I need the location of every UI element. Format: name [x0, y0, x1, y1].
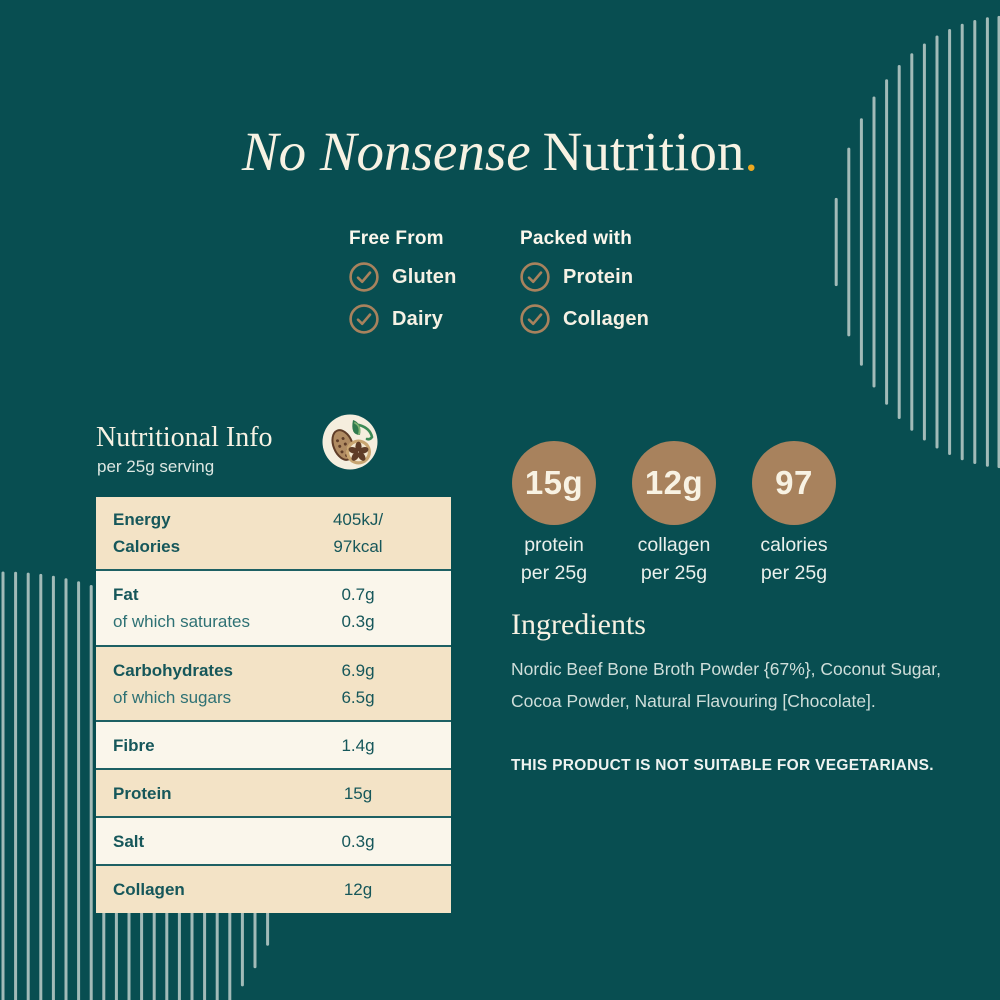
- row-label: Salt: [113, 831, 145, 851]
- decorative-lines-right: [834, 15, 1000, 469]
- stat-value: 97: [775, 464, 813, 501]
- stat-badge: 15g: [512, 441, 596, 525]
- row-value: 0.3g: [341, 831, 375, 851]
- row-value: 12g: [343, 880, 373, 899]
- stat-value: 12g: [644, 464, 704, 501]
- stat-sublabel: per 25g: [760, 562, 828, 584]
- row-value: 15g: [343, 783, 373, 803]
- stat-circle-calories: 97 calories per 25g: [729, 441, 859, 585]
- row-label: Collagen: [113, 880, 185, 899]
- stat-sublabel: per 25g: [520, 562, 588, 584]
- row-value-2: 6.5g: [341, 687, 375, 707]
- row-label: Energy: [113, 510, 171, 529]
- table-row-energy: Energy Calories 405kJ/ 97kcal: [96, 497, 451, 569]
- vegetarian-warning: THIS PRODUCT IS NOT SUITABLE FOR VEGETAR…: [511, 757, 934, 774]
- packed-with-section: Packed with Protein Collagen: [520, 228, 649, 334]
- row-label-2: of which saturates: [113, 612, 251, 631]
- free-from-label: Gluten: [392, 265, 457, 288]
- title-no-nonsense: No Nonsense: [241, 121, 531, 182]
- check-icon: [520, 304, 550, 334]
- free-from-item-dairy: Dairy: [349, 304, 457, 334]
- row-label: Protein: [113, 783, 172, 803]
- free-from-heading: Free From: [349, 228, 444, 249]
- nutritional-info-heading: Nutritional Info: [96, 422, 273, 453]
- stat-circle-collagen: 12g collagen per 25g: [609, 441, 739, 585]
- cacao-icon: [322, 414, 378, 470]
- free-from-item-gluten: Gluten: [349, 262, 457, 292]
- stat-label: protein: [524, 534, 584, 556]
- free-from-label: Dairy: [392, 307, 444, 330]
- row-value-2: 0.3g: [341, 612, 375, 631]
- title-nutrition: Nutrition: [542, 121, 745, 182]
- packed-with-item-collagen: Collagen: [520, 304, 649, 334]
- row-label: Carbohydrates: [113, 660, 233, 680]
- packed-with-label: Collagen: [563, 307, 650, 330]
- table-row-collagen: Collagen 12g: [96, 864, 451, 913]
- page-title: No Nonsense Nutrition.: [0, 120, 1000, 184]
- check-icon: [520, 262, 550, 292]
- stat-badge: 12g: [632, 441, 716, 525]
- check-icon: [349, 304, 379, 334]
- row-value-2: 97kcal: [333, 537, 383, 556]
- row-label-2: Calories: [113, 537, 181, 556]
- table-row-carbohydrates: Carbohydrates of which sugars 6.9g 6.5g: [96, 645, 451, 720]
- table-row-salt: Salt 0.3g: [96, 816, 451, 864]
- serving-size-label: per 25g serving: [97, 457, 215, 476]
- packed-with-item-protein: Protein: [520, 262, 649, 292]
- row-label: Fat: [113, 585, 139, 604]
- stat-label: calories: [760, 534, 828, 556]
- stat-label: collagen: [637, 534, 711, 556]
- packed-with-label: Protein: [563, 265, 634, 288]
- free-from-section: Free From Gluten Dairy: [349, 228, 457, 334]
- row-value: 1.4g: [341, 735, 375, 755]
- table-row-fat: Fat of which saturates 0.7g 0.3g: [96, 569, 451, 645]
- stat-sublabel: per 25g: [640, 562, 708, 584]
- ingredients-heading: Ingredients: [511, 608, 646, 641]
- check-icon: [349, 262, 379, 292]
- stat-circle-protein: 15g protein per 25g: [489, 441, 619, 585]
- row-value: 6.9g: [341, 660, 375, 680]
- title-accent-dot: .: [744, 121, 759, 182]
- nutrition-table: Energy Calories 405kJ/ 97kcal Fat of whi…: [96, 497, 451, 913]
- row-label: Fibre: [113, 735, 155, 755]
- ingredients-text: Nordic Beef Bone Broth Powder {67%}, Coc…: [511, 659, 941, 711]
- row-value: 405kJ/: [332, 510, 384, 529]
- row-label-2: of which sugars: [113, 687, 232, 707]
- table-row-fibre: Fibre 1.4g: [96, 720, 451, 768]
- stat-value: 15g: [524, 464, 584, 501]
- stat-badge: 97: [752, 441, 836, 525]
- row-value: 0.7g: [341, 585, 375, 604]
- packed-with-heading: Packed with: [520, 228, 633, 249]
- table-row-protein: Protein 15g: [96, 768, 451, 816]
